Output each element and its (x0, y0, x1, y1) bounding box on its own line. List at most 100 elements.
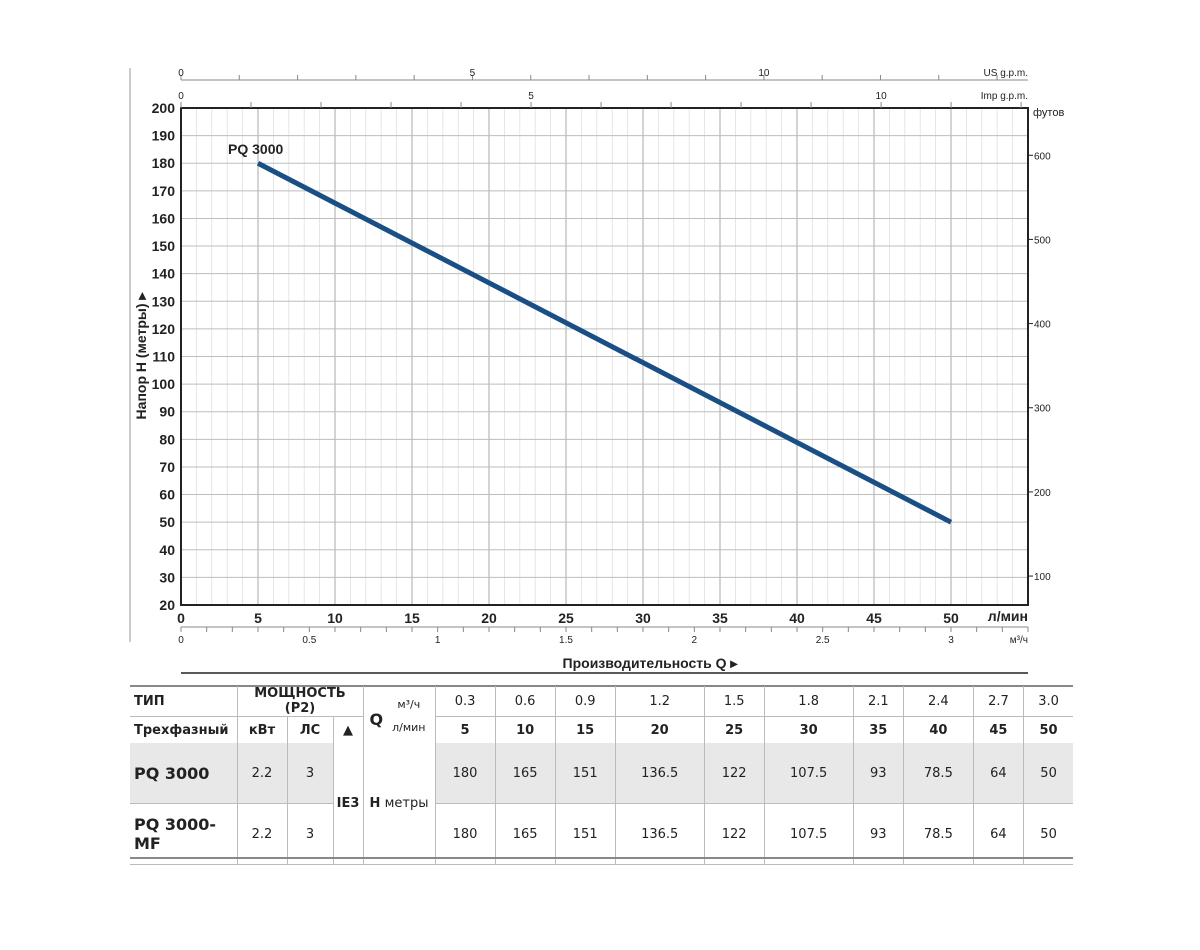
lmin-cell: 35 (852, 716, 904, 743)
m3h-cell: 1.8 (763, 686, 854, 717)
lmin-cell: 5 (434, 716, 496, 743)
lmin-cell: 45 (972, 716, 1024, 743)
kw-header: кВт (236, 716, 287, 743)
feet-tick-label: 200 (1034, 488, 1051, 499)
feet-label: футов (1033, 107, 1064, 119)
m3h-tick-label: 1 (435, 635, 441, 646)
head-value: 180 (434, 743, 496, 804)
head-value: 180 (434, 803, 496, 865)
y-tick-label: 130 (152, 293, 176, 309)
m3h-tick-label: 2 (692, 635, 698, 646)
us-gpm-tick-label: 0 (178, 68, 184, 79)
type-header: ТИП (130, 686, 237, 717)
table-bottom-rule (130, 857, 1073, 859)
head-value: 50 (1023, 803, 1073, 865)
m3h-cell: 2.7 (972, 686, 1024, 717)
x-tick-label: 0 (177, 610, 185, 626)
m3h-tick-label: 0 (178, 635, 184, 646)
q-header: Q м³/ч л/мин (362, 686, 435, 743)
m3h-cell: 2.4 (903, 686, 974, 717)
series-label: PQ 3000 (228, 141, 283, 157)
y-tick-label: 140 (152, 266, 176, 282)
head-value: 93 (852, 803, 904, 865)
x-tick-label: 5 (254, 610, 262, 626)
head-value: 136.5 (614, 803, 705, 865)
feet-tick-label: 400 (1034, 320, 1051, 331)
performance-table: ТИП МОЩНОСТЬ (P2) Q м³/ч л/мин 0.3 0.6 0… (130, 686, 1073, 865)
head-value: 151 (554, 803, 616, 865)
m3h-cell: 1.5 (703, 686, 765, 717)
x-tick-label: 20 (481, 610, 497, 626)
y-tick-label: 60 (159, 487, 175, 503)
m3h-tick-label: 0.5 (302, 635, 316, 646)
feet-tick-label: 500 (1034, 235, 1051, 246)
model-name: PQ 3000-MF (130, 803, 237, 865)
head-value: 122 (703, 803, 765, 865)
y-tick-label: 160 (152, 210, 176, 226)
y-tick-label: 170 (152, 183, 176, 199)
x-tick-label: 40 (789, 610, 805, 626)
x-tick-label: 45 (866, 610, 882, 626)
y-tick-label: 80 (159, 431, 175, 447)
kw-value: 2.2 (236, 803, 287, 865)
m3h-cell: 0.6 (494, 686, 556, 717)
q-lmin-unit: л/мин (392, 720, 426, 734)
us-gpm-tick-label: 10 (758, 68, 770, 79)
performance-chart: 2030405060708090100110120130140150160170… (129, 68, 1064, 674)
head-value: 151 (554, 743, 616, 804)
q-m3h-unit: м³/ч (397, 697, 421, 711)
y-tick-label: 30 (159, 569, 175, 585)
x-tick-label: 35 (712, 610, 728, 626)
head-value: 136.5 (614, 743, 705, 804)
head-value: 50 (1023, 743, 1073, 804)
imp-gpm-label: Imp g.p.m. (981, 91, 1028, 102)
head-value: 78.5 (903, 743, 974, 804)
feet-tick-label: 600 (1034, 151, 1051, 162)
efficiency-marker: ▲ (332, 716, 363, 743)
series-line-pq-3000 (256, 161, 953, 525)
x-unit-label: л/мин (988, 608, 1028, 624)
model-name: PQ 3000 (130, 743, 237, 804)
us-gpm-label: US g.p.m. (984, 68, 1028, 79)
lmin-cell: 30 (763, 716, 854, 743)
kw-value: 2.2 (236, 743, 287, 804)
x-tick-label: 25 (558, 610, 574, 626)
lmin-cell: 20 (614, 716, 705, 743)
m3h-cell: 0.3 (434, 686, 496, 717)
m3h-tick-label: 3 (948, 635, 954, 646)
x-tick-label: 50 (943, 610, 959, 626)
y-tick-label: 50 (159, 514, 175, 530)
table-row: PQ 3000-MF 2.2 3 180 165 151 136.5 122 1… (130, 803, 1073, 865)
table-row: PQ 3000 2.2 3 IE3 H метры 180 165 151 13… (130, 743, 1073, 865)
y-tick-label: 200 (152, 100, 176, 116)
head-value: 64 (972, 803, 1024, 865)
imp-gpm-tick-label: 10 (876, 91, 888, 102)
y-tick-label: 180 (152, 155, 176, 171)
head-value: 93 (852, 743, 904, 804)
m3h-tick-label: 2.5 (816, 635, 830, 646)
m3h-cell: 3.0 (1023, 686, 1073, 717)
table-subheader-row: Трехфазный кВт ЛС ▲ 5 10 15 20 25 30 35 … (130, 716, 1073, 743)
h-unit: метры (384, 796, 429, 811)
m3h-cell: 0.9 (554, 686, 616, 717)
y-tick-label: 90 (159, 404, 175, 420)
head-value: 165 (494, 743, 556, 804)
m3h-cell: 2.1 (852, 686, 904, 717)
hp-value: 3 (286, 803, 333, 865)
x-tick-label: 15 (404, 610, 420, 626)
head-value: 165 (494, 803, 556, 865)
lmin-cell: 40 (903, 716, 974, 743)
feet-tick-label: 300 (1034, 404, 1051, 415)
y-tick-label: 40 (159, 542, 175, 558)
y-axis-label: Напор H (метры) ▸ (133, 292, 149, 420)
m3h-label: м³/ч (1010, 635, 1028, 646)
efficiency-class: IE3 (332, 743, 363, 865)
hp-value: 3 (286, 743, 333, 804)
head-value: 122 (703, 743, 765, 804)
m3h-cell: 1.2 (614, 686, 705, 717)
head-value: 78.5 (903, 803, 974, 865)
us-gpm-tick-label: 5 (470, 68, 476, 79)
imp-gpm-tick-label: 0 (178, 91, 184, 102)
lmin-cell: 25 (703, 716, 765, 743)
